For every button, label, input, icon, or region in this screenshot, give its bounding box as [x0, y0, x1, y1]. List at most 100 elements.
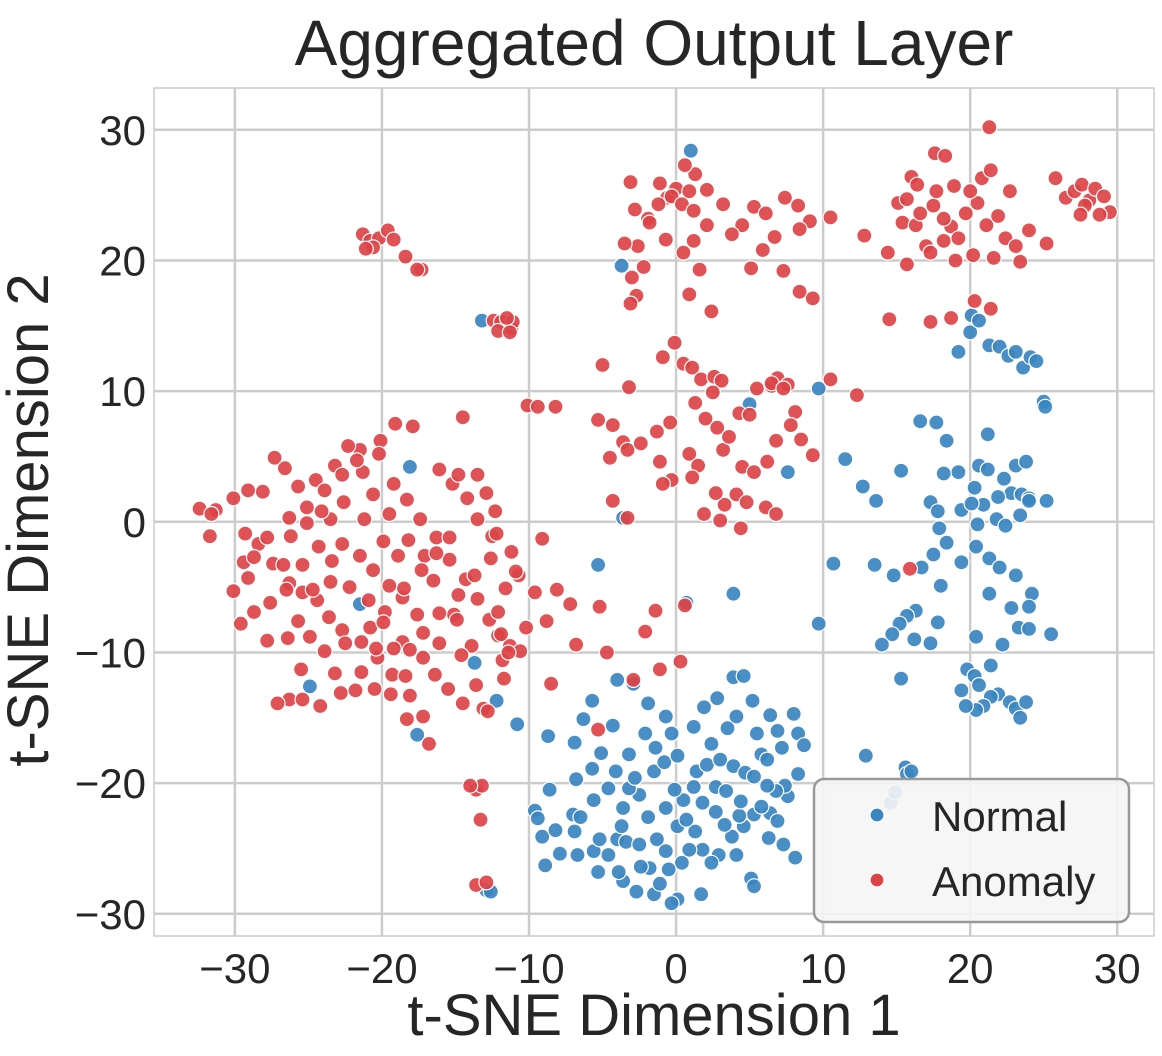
point-normal — [810, 615, 827, 632]
point-anomaly — [409, 261, 426, 278]
point-anomaly — [259, 632, 276, 649]
point-anomaly — [534, 530, 551, 547]
point-anomaly — [641, 214, 658, 231]
point-anomaly — [804, 290, 821, 307]
point-anomaly — [957, 205, 974, 222]
point-anomaly — [966, 292, 983, 310]
point-anomaly — [320, 609, 338, 626]
point-anomaly — [412, 511, 429, 528]
point-anomaly — [716, 496, 733, 513]
point-anomaly — [620, 379, 638, 396]
point-anomaly — [1073, 176, 1091, 193]
point-anomaly — [387, 415, 404, 432]
point-anomaly — [681, 183, 698, 200]
point-anomaly — [675, 244, 692, 261]
point-normal — [660, 861, 677, 878]
point-normal — [663, 895, 680, 912]
point-anomaly — [347, 682, 364, 699]
point-normal — [997, 517, 1014, 534]
point-anomaly — [928, 183, 945, 200]
point-anomaly — [507, 563, 524, 580]
point-anomaly — [635, 258, 652, 276]
point-normal — [732, 793, 749, 810]
point-anomaly — [500, 644, 517, 661]
point-anomaly — [225, 582, 242, 600]
scatter-points — [191, 119, 1119, 912]
y-tick-label: −30 — [75, 891, 146, 938]
point-normal — [735, 667, 752, 685]
point-anomaly — [404, 418, 421, 435]
point-anomaly — [441, 551, 458, 568]
point-anomaly — [982, 162, 999, 179]
point-anomaly — [709, 419, 726, 436]
legend: Normal Anomaly — [812, 777, 1131, 924]
point-anomaly — [415, 649, 432, 666]
point-normal — [639, 695, 657, 712]
point-anomaly — [493, 626, 510, 643]
point-anomaly — [1012, 253, 1029, 270]
point-normal — [678, 811, 695, 828]
point-anomaly — [385, 475, 402, 492]
point-anomaly — [240, 569, 257, 587]
y-axis-label: t-SNE Dimension 2 — [0, 273, 61, 766]
point-anomaly — [548, 581, 566, 598]
point-anomaly — [254, 483, 271, 500]
y-tick-label: 10 — [99, 368, 146, 415]
point-normal — [906, 631, 923, 648]
point-anomaly — [479, 703, 496, 720]
point-normal — [789, 765, 807, 783]
point-normal — [488, 692, 505, 709]
point-normal — [837, 451, 854, 468]
point-normal — [925, 546, 942, 563]
point-normal — [637, 725, 654, 742]
point-anomaly — [1020, 222, 1038, 239]
point-normal — [589, 863, 607, 881]
point-normal — [931, 520, 948, 537]
point-normal — [589, 556, 607, 574]
point-normal — [607, 763, 624, 780]
point-normal — [645, 763, 663, 780]
point-anomaly — [648, 423, 666, 440]
point-anomaly — [681, 445, 698, 462]
point-normal — [600, 846, 617, 864]
point-anomaly — [495, 670, 513, 687]
point-normal — [585, 791, 602, 809]
point-anomaly — [969, 194, 986, 212]
point-anomaly — [745, 464, 763, 481]
point-anomaly — [754, 241, 771, 259]
series-anomaly — [191, 119, 1119, 894]
point-normal — [1012, 709, 1029, 726]
point-anomaly — [538, 612, 555, 630]
point-anomaly — [294, 691, 311, 708]
point-normal — [775, 836, 792, 853]
point-anomaly — [732, 520, 749, 537]
point-normal — [681, 841, 698, 858]
point-anomaly — [454, 695, 471, 712]
point-anomaly — [698, 181, 716, 198]
point-anomaly — [654, 349, 671, 366]
point-anomaly — [1001, 183, 1019, 200]
point-normal — [604, 717, 621, 734]
point-normal — [995, 470, 1013, 487]
point-anomaly — [685, 232, 702, 249]
point-normal — [1037, 398, 1054, 415]
point-anomaly — [381, 577, 398, 594]
point-anomaly — [757, 205, 774, 222]
point-normal — [673, 854, 691, 871]
point-normal — [547, 822, 564, 839]
point-normal — [929, 614, 946, 631]
point-normal — [409, 726, 426, 743]
point-normal — [950, 464, 967, 481]
point-anomaly — [981, 119, 998, 136]
point-normal — [1020, 492, 1038, 509]
point-anomaly — [1038, 235, 1055, 252]
point-anomaly — [351, 547, 368, 564]
point-anomaly — [723, 226, 741, 243]
point-normal — [651, 875, 669, 892]
point-normal — [566, 823, 583, 840]
point-normal — [694, 794, 711, 811]
point-normal — [613, 257, 630, 274]
point-anomaly — [909, 176, 926, 193]
point-anomaly — [775, 262, 792, 279]
